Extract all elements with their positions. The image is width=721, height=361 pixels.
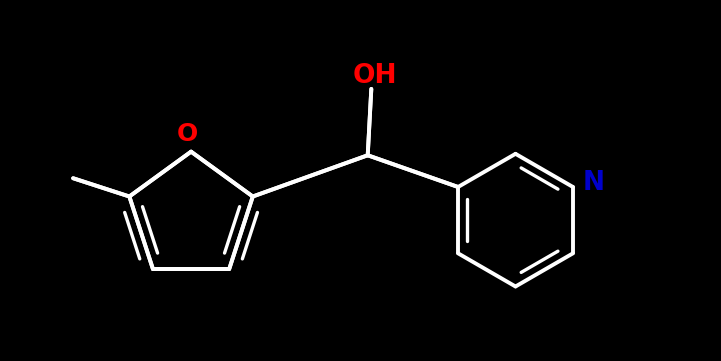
Text: O: O	[177, 122, 198, 145]
Text: OH: OH	[353, 63, 397, 89]
Text: N: N	[582, 170, 604, 196]
